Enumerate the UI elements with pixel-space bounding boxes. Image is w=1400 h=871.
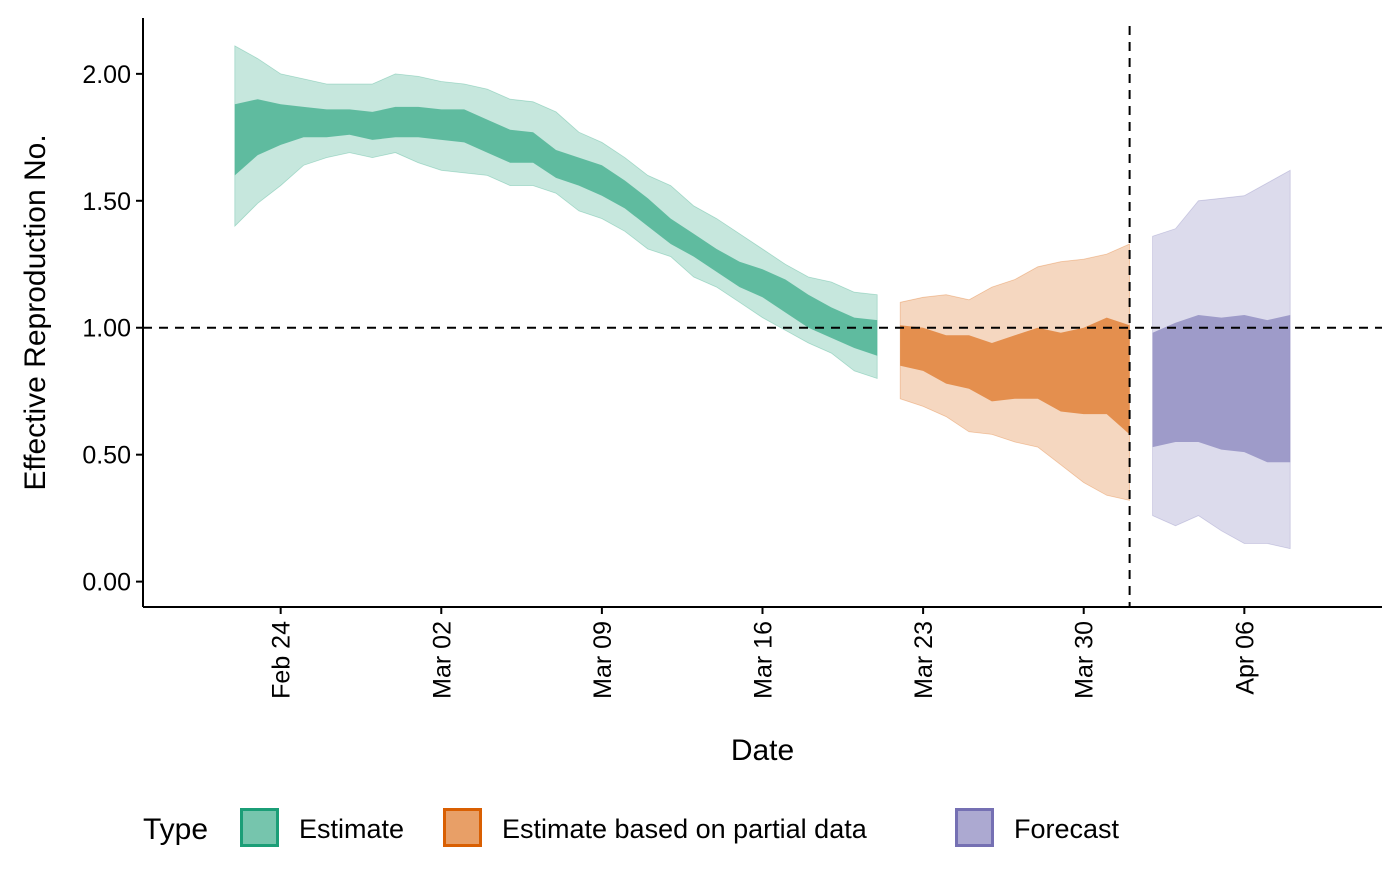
x-axis-title: Date [731,734,794,767]
y-axis-title: Effective Reproduction No. [19,134,52,490]
x-tick-label: Apr 06 [1231,621,1259,695]
band-50-estimate-based-on-partial-data [900,317,1130,435]
legend-key-estimate-based-on-partial-data [443,808,482,847]
legend-label-forecast: Forecast [1014,814,1120,844]
y-tick-label: 0.50 [82,442,131,470]
band-50-estimate [234,99,878,356]
legend-label-estimate-based-on-partial-data: Estimate based on partial data [502,814,868,844]
x-tick-label: Mar 23 [910,621,938,699]
y-tick-label: 1.00 [82,315,131,343]
axes-layer: 0.00 0.50 1.00 1.50 2.00 Feb 24 Mar 02 Mar 09 Ma… [82,18,1382,699]
legend-title: Type [143,813,208,846]
x-tick-label: Mar 09 [589,621,617,699]
x-tick-label: Mar 16 [750,621,778,699]
legend: Type Estimate Estimate based on partial d… [143,808,1120,847]
reference-lines-layer [143,26,1382,607]
legend-key-estimate [240,808,279,847]
legend-key-forecast [955,808,994,847]
x-tick-label: Feb 24 [268,621,296,699]
y-tick-label: 0.00 [82,569,131,597]
x-tick-label: Mar 30 [1071,621,1099,699]
band-90-estimate [234,45,878,380]
bands-layer [234,45,1291,550]
y-tick-label: 1.50 [82,188,131,216]
legend-label-estimate: Estimate [299,814,404,844]
band-50-forecast [1152,315,1291,463]
y-tick-label: 2.00 [82,61,131,89]
x-tick-label: Mar 02 [428,621,456,699]
